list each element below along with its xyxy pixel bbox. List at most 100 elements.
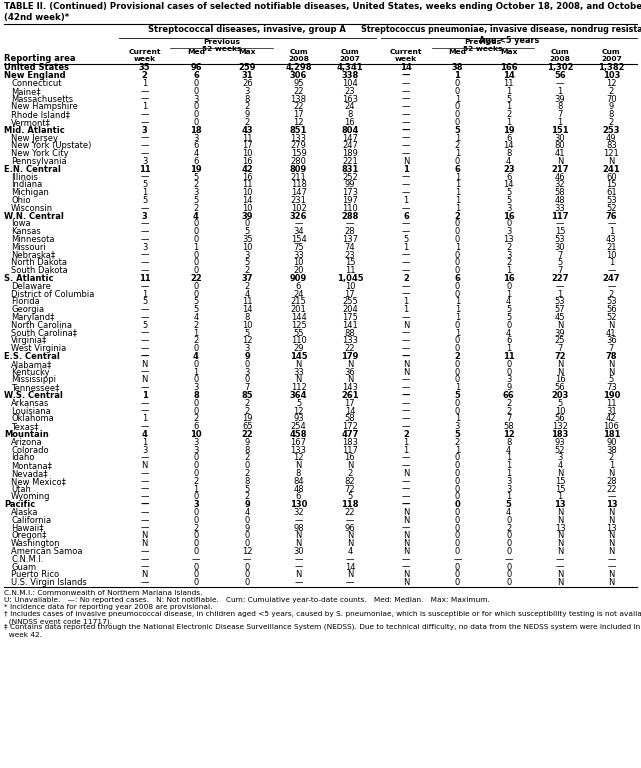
Text: 0: 0	[455, 220, 460, 228]
Text: 23: 23	[345, 250, 355, 260]
Text: 8: 8	[245, 477, 250, 486]
Text: 1: 1	[455, 243, 460, 252]
Text: —: —	[140, 336, 149, 346]
Text: Louisiana: Louisiana	[11, 406, 51, 415]
Text: 197: 197	[342, 196, 358, 205]
Text: 13: 13	[606, 524, 617, 532]
Text: 7: 7	[558, 250, 563, 260]
Text: 0: 0	[194, 282, 199, 291]
Text: 93: 93	[554, 438, 565, 447]
Text: N: N	[347, 571, 353, 579]
Text: 2: 2	[245, 282, 250, 291]
Text: 133: 133	[290, 134, 306, 143]
Text: 12: 12	[242, 547, 253, 556]
Text: 30: 30	[554, 243, 565, 252]
Text: N: N	[347, 359, 353, 369]
Text: 39: 39	[554, 94, 565, 104]
Text: Current
week: Current week	[128, 48, 161, 61]
Text: —: —	[402, 227, 410, 237]
Text: 0: 0	[245, 563, 250, 571]
Text: —: —	[140, 227, 149, 237]
Text: 133: 133	[342, 336, 358, 346]
Text: 10: 10	[242, 149, 253, 158]
Text: 74: 74	[345, 243, 355, 252]
Text: Rhode Island‡: Rhode Island‡	[11, 110, 70, 119]
Text: 0: 0	[245, 571, 250, 579]
Text: 31: 31	[242, 71, 253, 80]
Text: N: N	[608, 547, 615, 556]
Text: Utah: Utah	[11, 485, 31, 494]
Text: —: —	[140, 516, 149, 525]
Text: 3: 3	[142, 212, 147, 220]
Text: —: —	[402, 134, 410, 143]
Text: —: —	[556, 554, 564, 564]
Text: 1: 1	[142, 79, 147, 88]
Text: 1: 1	[404, 243, 409, 252]
Text: —: —	[140, 508, 149, 517]
Text: 0: 0	[245, 462, 250, 470]
Text: 19: 19	[242, 415, 253, 423]
Text: 9: 9	[245, 110, 250, 119]
Text: 1: 1	[455, 196, 460, 205]
Text: 14: 14	[242, 305, 253, 314]
Text: 0: 0	[455, 462, 460, 470]
Text: New York (Upstate): New York (Upstate)	[11, 141, 92, 151]
Text: 5: 5	[506, 500, 512, 509]
Text: 5: 5	[506, 94, 512, 104]
Text: 1: 1	[455, 305, 460, 314]
Text: 3: 3	[506, 485, 512, 494]
Text: 2: 2	[245, 492, 250, 502]
Text: South Carolina‡: South Carolina‡	[11, 329, 77, 338]
Text: 3: 3	[245, 344, 250, 353]
Text: 2: 2	[403, 430, 409, 439]
Text: 0: 0	[506, 359, 512, 369]
Text: —: —	[140, 368, 149, 376]
Text: 1: 1	[142, 188, 147, 197]
Text: Washington: Washington	[11, 539, 60, 548]
Text: 2: 2	[403, 274, 409, 283]
Text: 1: 1	[506, 87, 512, 96]
Text: 154: 154	[290, 235, 306, 244]
Text: 0: 0	[194, 220, 199, 228]
Text: 0: 0	[455, 368, 460, 376]
Text: 6: 6	[194, 141, 199, 151]
Text: 103: 103	[603, 71, 620, 80]
Text: —: —	[402, 500, 410, 509]
Text: 112: 112	[290, 383, 306, 392]
Text: 34: 34	[293, 227, 304, 237]
Text: 3: 3	[558, 453, 563, 462]
Text: 2: 2	[245, 453, 250, 462]
Text: 0: 0	[194, 290, 199, 299]
Text: 2: 2	[194, 180, 199, 190]
Text: 96: 96	[345, 524, 355, 532]
Text: 11: 11	[242, 297, 253, 306]
Text: 1: 1	[194, 368, 199, 376]
Text: 30: 30	[554, 134, 565, 143]
Text: 15: 15	[345, 258, 355, 267]
Text: —: —	[140, 258, 149, 267]
Text: 4,298: 4,298	[285, 64, 312, 72]
Text: 2: 2	[609, 87, 614, 96]
Text: —: —	[402, 290, 410, 299]
Text: 0: 0	[455, 235, 460, 244]
Text: 4: 4	[347, 547, 353, 556]
Text: N: N	[608, 368, 615, 376]
Text: —: —	[402, 336, 410, 346]
Text: 3: 3	[194, 383, 199, 392]
Text: 2: 2	[506, 243, 512, 252]
Text: 3: 3	[142, 126, 147, 135]
Text: 13: 13	[503, 235, 514, 244]
Text: —: —	[140, 266, 149, 275]
Text: —: —	[556, 563, 564, 571]
Text: 0: 0	[506, 571, 512, 579]
Text: 145: 145	[290, 352, 308, 361]
Text: —: —	[140, 204, 149, 213]
Text: 11: 11	[606, 399, 617, 408]
Text: 137: 137	[342, 235, 358, 244]
Text: N: N	[557, 368, 563, 376]
Text: N: N	[403, 578, 410, 588]
Text: South Dakota: South Dakota	[11, 266, 68, 275]
Text: —: —	[402, 110, 410, 119]
Text: 9: 9	[244, 500, 250, 509]
Text: 24: 24	[294, 290, 304, 299]
